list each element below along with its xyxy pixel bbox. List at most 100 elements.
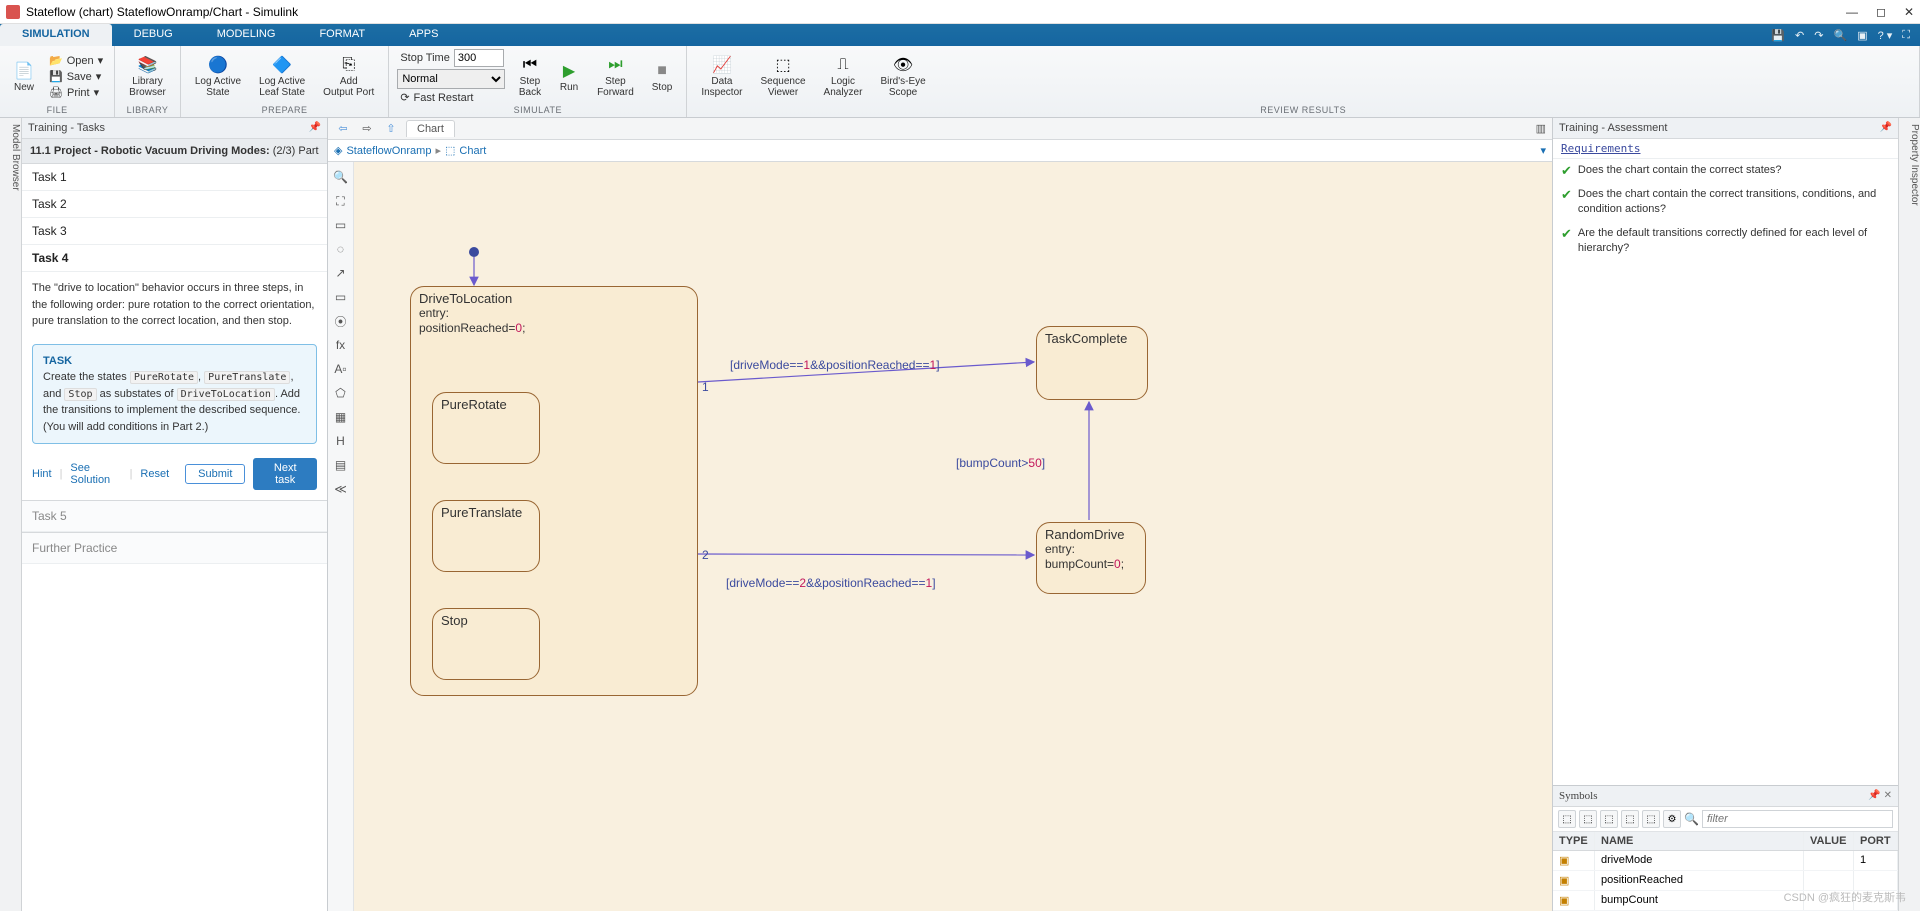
log-active-leaf-button[interactable]: 🔷Log Active Leaf State bbox=[253, 53, 311, 100]
box-icon[interactable]: ▭ bbox=[332, 216, 350, 234]
sym-btn-4[interactable]: ⬚ bbox=[1621, 810, 1639, 828]
step-back-button[interactable]: ⏮Step Back bbox=[513, 53, 547, 100]
trans-num-1: 1 bbox=[702, 380, 709, 394]
ribbon-tabstrip: SIMULATION DEBUG MODELING FORMAT APPS 💾 … bbox=[0, 24, 1920, 46]
window-maximize[interactable]: ◻ bbox=[1876, 5, 1886, 19]
undo-icon[interactable]: ↶ bbox=[1795, 29, 1804, 42]
sym-btn-5[interactable]: ⬚ bbox=[1642, 810, 1660, 828]
sym-btn-2[interactable]: ⬚ bbox=[1579, 810, 1597, 828]
fullscreen-icon[interactable]: ⛶ bbox=[1902, 29, 1910, 42]
step-forward-button[interactable]: ⏭Step Forward bbox=[591, 53, 640, 100]
stop-button[interactable]: ■Stop bbox=[646, 59, 679, 95]
search-icon[interactable]: 🔍 bbox=[1833, 29, 1847, 42]
table-icon[interactable]: ▦ bbox=[332, 408, 350, 426]
symbol-row[interactable]: ▣bumpCount bbox=[1553, 891, 1898, 911]
overview-icon[interactable]: ▥ bbox=[1536, 122, 1546, 135]
state-puretranslate[interactable]: PureTranslate bbox=[432, 500, 540, 572]
next-task-button[interactable]: Next task bbox=[253, 458, 317, 490]
fit-icon[interactable]: ⛶ bbox=[332, 192, 350, 210]
sym-btn-1[interactable]: ⬚ bbox=[1558, 810, 1576, 828]
fast-restart-button[interactable]: ⟳ Fast Restart bbox=[397, 90, 507, 105]
task-description: The "drive to location" behavior occurs … bbox=[22, 272, 327, 338]
chart-icon: ⬚ bbox=[445, 144, 455, 157]
submit-button[interactable]: Submit bbox=[185, 464, 245, 484]
stop-time-row: Stop Time bbox=[397, 48, 507, 68]
task-5[interactable]: Task 5 bbox=[22, 500, 327, 532]
task-4[interactable]: Task 4 bbox=[22, 245, 327, 272]
print-button[interactable]: 🖨 Print ▾ bbox=[46, 85, 106, 100]
redo-icon[interactable]: ↷ bbox=[1814, 29, 1823, 42]
add-output-port-button[interactable]: ⎘Add Output Port bbox=[317, 53, 380, 100]
task-1[interactable]: Task 1 bbox=[22, 164, 327, 191]
zoom-in-icon[interactable]: 🔍 bbox=[332, 168, 350, 186]
ribbon: 📄New 📂 Open ▾ 💾 Save ▾ 🖨 Print ▾ FILE 📚L… bbox=[0, 46, 1920, 118]
history-icon[interactable]: H bbox=[332, 432, 350, 450]
reset-link[interactable]: Reset bbox=[140, 468, 169, 480]
pentagon-icon[interactable]: ⬠ bbox=[332, 384, 350, 402]
symbol-row[interactable]: ▣positionReached bbox=[1553, 871, 1898, 891]
log-active-state-button[interactable]: 🔵Log Active State bbox=[189, 53, 247, 100]
birds-eye-button[interactable]: 👁Bird's-Eye Scope bbox=[874, 53, 931, 100]
chart-canvas[interactable]: DriveToLocation entry: positionReached=0… bbox=[354, 162, 1552, 911]
state-purerotate[interactable]: PureRotate bbox=[432, 392, 540, 464]
crumb-chart[interactable]: Chart bbox=[459, 145, 486, 157]
canvas-tab[interactable]: Chart bbox=[406, 120, 455, 137]
state-taskcomplete[interactable]: TaskComplete bbox=[1036, 326, 1148, 400]
collapse-icon[interactable]: ▣ bbox=[1857, 29, 1867, 42]
sym-btn-3[interactable]: ⬚ bbox=[1600, 810, 1618, 828]
hint-link[interactable]: Hint bbox=[32, 468, 52, 480]
crumb-dropdown-icon[interactable]: ▾ bbox=[1540, 144, 1546, 157]
tab-modeling[interactable]: MODELING bbox=[195, 24, 298, 46]
more-icon[interactable]: ≪ bbox=[332, 480, 350, 498]
crumb-model[interactable]: StateflowOnramp bbox=[346, 145, 431, 157]
open-button[interactable]: 📂 Open ▾ bbox=[46, 53, 106, 68]
tab-format[interactable]: FORMAT bbox=[297, 24, 387, 46]
mode-select[interactable]: Normal bbox=[397, 69, 505, 89]
logic-analyzer-button[interactable]: ⎍Logic Analyzer bbox=[818, 53, 869, 100]
state-stop[interactable]: Stop bbox=[432, 608, 540, 680]
nav-back-icon[interactable]: ⇦ bbox=[334, 122, 352, 135]
property-inspector-tab[interactable]: Property Inspector bbox=[1898, 118, 1920, 911]
help-dropdown-icon[interactable]: ? ▾ bbox=[1878, 29, 1893, 42]
tab-apps[interactable]: APPS bbox=[387, 24, 460, 46]
save-button[interactable]: 💾 Save ▾ bbox=[46, 69, 106, 84]
data-inspector-button[interactable]: 📈Data Inspector bbox=[695, 53, 748, 100]
symbol-row[interactable]: ▣driveMode1 bbox=[1553, 851, 1898, 871]
library-browser-button[interactable]: 📚Library Browser bbox=[123, 53, 172, 100]
sym-btn-6[interactable]: ⚙ bbox=[1663, 810, 1681, 828]
new-button[interactable]: 📄New bbox=[8, 59, 40, 95]
stop-time-input[interactable] bbox=[454, 49, 504, 67]
pin-icon[interactable]: 📌 bbox=[309, 122, 321, 134]
input-icon: ▣ bbox=[1553, 851, 1595, 870]
group-library-label: LIBRARY bbox=[123, 105, 172, 117]
pin-icon[interactable]: 📌 ✕ bbox=[1868, 790, 1892, 802]
window-close[interactable]: ✕ bbox=[1904, 5, 1914, 19]
task-3[interactable]: Task 3 bbox=[22, 218, 327, 245]
circle-tool-icon[interactable]: ◌ bbox=[332, 240, 350, 258]
save-icon[interactable]: 💾 bbox=[1771, 29, 1785, 42]
pin-icon[interactable]: 📌 bbox=[1880, 122, 1892, 134]
symbols-filter-input[interactable] bbox=[1702, 810, 1893, 828]
arrow-tool-icon[interactable]: ↗ bbox=[332, 264, 350, 282]
nav-up-icon[interactable]: ⇧ bbox=[382, 122, 400, 135]
run-button[interactable]: ▶Run bbox=[553, 59, 585, 95]
tab-debug[interactable]: DEBUG bbox=[112, 24, 195, 46]
annotation-icon[interactable]: A▫ bbox=[332, 360, 350, 378]
requirements-heading[interactable]: Requirements bbox=[1553, 139, 1898, 159]
requirement-item: ✔Does the chart contain the correct stat… bbox=[1553, 159, 1898, 183]
see-solution-link[interactable]: See Solution bbox=[70, 462, 121, 486]
sequence-viewer-button[interactable]: ⬚Sequence Viewer bbox=[754, 53, 811, 100]
state-randomdrive[interactable]: RandomDrive entry: bumpCount=0; bbox=[1036, 522, 1146, 594]
function-icon[interactable]: fx bbox=[332, 336, 350, 354]
image-icon[interactable]: ▤ bbox=[332, 456, 350, 474]
rect-tool-icon[interactable]: ▭ bbox=[332, 288, 350, 306]
junction-icon[interactable]: ⦿ bbox=[332, 312, 350, 330]
task-box-heading: TASK bbox=[43, 353, 306, 370]
window-minimize[interactable]: — bbox=[1846, 5, 1858, 19]
symbols-title: Symbols bbox=[1559, 790, 1598, 802]
task-2[interactable]: Task 2 bbox=[22, 191, 327, 218]
nav-forward-icon[interactable]: ⇨ bbox=[358, 122, 376, 135]
tab-simulation[interactable]: SIMULATION bbox=[0, 24, 112, 46]
further-practice[interactable]: Further Practice bbox=[22, 532, 327, 564]
model-browser-tab[interactable]: Model Browser bbox=[0, 118, 22, 911]
